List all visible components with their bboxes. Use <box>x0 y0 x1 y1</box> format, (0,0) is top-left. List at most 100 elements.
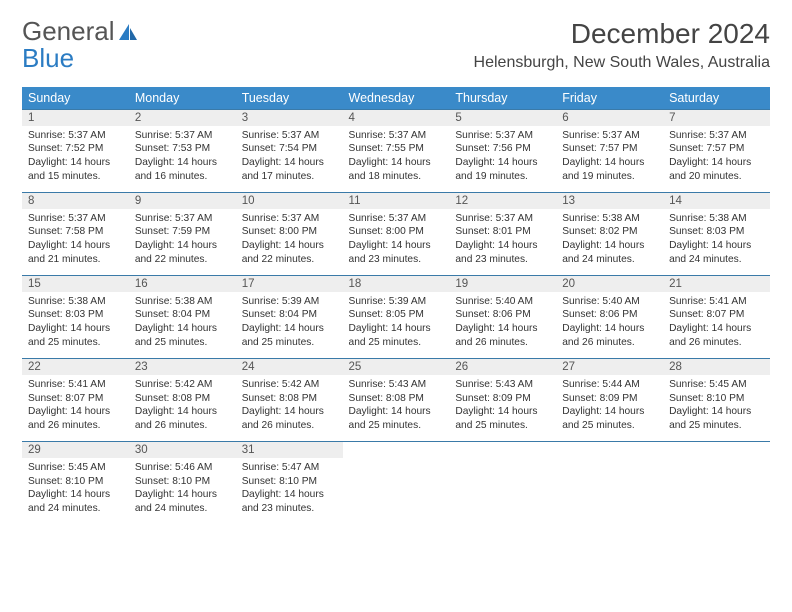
week-row: 29Sunrise: 5:45 AMSunset: 8:10 PMDayligh… <box>22 441 770 524</box>
day-body: Sunrise: 5:37 AMSunset: 8:00 PMDaylight:… <box>236 209 343 275</box>
week-row: 8Sunrise: 5:37 AMSunset: 7:58 PMDaylight… <box>22 192 770 275</box>
day-body: Sunrise: 5:44 AMSunset: 8:09 PMDaylight:… <box>556 375 663 441</box>
day-body: Sunrise: 5:37 AMSunset: 7:55 PMDaylight:… <box>343 126 450 192</box>
day-cell: 8Sunrise: 5:37 AMSunset: 7:58 PMDaylight… <box>22 192 129 275</box>
day-number: 3 <box>236 110 343 126</box>
day-cell: 9Sunrise: 5:37 AMSunset: 7:59 PMDaylight… <box>129 192 236 275</box>
day-number: 1 <box>22 110 129 126</box>
day-body: Sunrise: 5:39 AMSunset: 8:05 PMDaylight:… <box>343 292 450 358</box>
day-cell <box>556 441 663 524</box>
day-cell <box>449 441 556 524</box>
day-number: 18 <box>343 276 450 292</box>
day-number: 23 <box>129 359 236 375</box>
day-cell: 14Sunrise: 5:38 AMSunset: 8:03 PMDayligh… <box>663 192 770 275</box>
day-cell: 13Sunrise: 5:38 AMSunset: 8:02 PMDayligh… <box>556 192 663 275</box>
day-body: Sunrise: 5:40 AMSunset: 8:06 PMDaylight:… <box>449 292 556 358</box>
day-cell: 20Sunrise: 5:40 AMSunset: 8:06 PMDayligh… <box>556 275 663 358</box>
day-number: 11 <box>343 193 450 209</box>
day-body: Sunrise: 5:42 AMSunset: 8:08 PMDaylight:… <box>236 375 343 441</box>
day-number: 19 <box>449 276 556 292</box>
day-cell: 2Sunrise: 5:37 AMSunset: 7:53 PMDaylight… <box>129 109 236 192</box>
day-number: 29 <box>22 442 129 458</box>
day-body: Sunrise: 5:37 AMSunset: 7:54 PMDaylight:… <box>236 126 343 192</box>
day-body: Sunrise: 5:40 AMSunset: 8:06 PMDaylight:… <box>556 292 663 358</box>
week-row: 15Sunrise: 5:38 AMSunset: 8:03 PMDayligh… <box>22 275 770 358</box>
day-cell <box>663 441 770 524</box>
day-header: Thursday <box>449 87 556 110</box>
day-number: 30 <box>129 442 236 458</box>
day-number: 25 <box>343 359 450 375</box>
day-number: 12 <box>449 193 556 209</box>
logo: General Blue <box>22 18 139 73</box>
day-body: Sunrise: 5:37 AMSunset: 7:58 PMDaylight:… <box>22 209 129 275</box>
day-body: Sunrise: 5:41 AMSunset: 8:07 PMDaylight:… <box>22 375 129 441</box>
day-cell: 16Sunrise: 5:38 AMSunset: 8:04 PMDayligh… <box>129 275 236 358</box>
day-number: 16 <box>129 276 236 292</box>
day-cell: 7Sunrise: 5:37 AMSunset: 7:57 PMDaylight… <box>663 109 770 192</box>
day-cell: 6Sunrise: 5:37 AMSunset: 7:57 PMDaylight… <box>556 109 663 192</box>
day-body: Sunrise: 5:42 AMSunset: 8:08 PMDaylight:… <box>129 375 236 441</box>
day-cell: 17Sunrise: 5:39 AMSunset: 8:04 PMDayligh… <box>236 275 343 358</box>
day-cell: 15Sunrise: 5:38 AMSunset: 8:03 PMDayligh… <box>22 275 129 358</box>
day-number: 6 <box>556 110 663 126</box>
day-body: Sunrise: 5:38 AMSunset: 8:03 PMDaylight:… <box>663 209 770 275</box>
day-body: Sunrise: 5:41 AMSunset: 8:07 PMDaylight:… <box>663 292 770 358</box>
day-cell: 22Sunrise: 5:41 AMSunset: 8:07 PMDayligh… <box>22 358 129 441</box>
sail-icon <box>117 22 139 49</box>
day-body: Sunrise: 5:37 AMSunset: 7:59 PMDaylight:… <box>129 209 236 275</box>
day-header: Wednesday <box>343 87 450 110</box>
day-cell: 1Sunrise: 5:37 AMSunset: 7:52 PMDaylight… <box>22 109 129 192</box>
title-block: December 2024 Helensburgh, New South Wal… <box>474 18 770 72</box>
day-body: Sunrise: 5:37 AMSunset: 7:56 PMDaylight:… <box>449 126 556 192</box>
day-header: Friday <box>556 87 663 110</box>
day-cell: 12Sunrise: 5:37 AMSunset: 8:01 PMDayligh… <box>449 192 556 275</box>
day-body: Sunrise: 5:38 AMSunset: 8:04 PMDaylight:… <box>129 292 236 358</box>
day-cell: 28Sunrise: 5:45 AMSunset: 8:10 PMDayligh… <box>663 358 770 441</box>
day-cell: 18Sunrise: 5:39 AMSunset: 8:05 PMDayligh… <box>343 275 450 358</box>
day-number: 14 <box>663 193 770 209</box>
day-header: Monday <box>129 87 236 110</box>
day-body: Sunrise: 5:47 AMSunset: 8:10 PMDaylight:… <box>236 458 343 524</box>
day-header-row: Sunday Monday Tuesday Wednesday Thursday… <box>22 87 770 110</box>
day-body: Sunrise: 5:37 AMSunset: 7:57 PMDaylight:… <box>663 126 770 192</box>
day-number: 22 <box>22 359 129 375</box>
day-cell: 11Sunrise: 5:37 AMSunset: 8:00 PMDayligh… <box>343 192 450 275</box>
day-cell <box>343 441 450 524</box>
day-number: 17 <box>236 276 343 292</box>
day-cell: 27Sunrise: 5:44 AMSunset: 8:09 PMDayligh… <box>556 358 663 441</box>
logo-line1: General <box>22 18 115 45</box>
week-row: 1Sunrise: 5:37 AMSunset: 7:52 PMDaylight… <box>22 109 770 192</box>
day-body: Sunrise: 5:46 AMSunset: 8:10 PMDaylight:… <box>129 458 236 524</box>
day-number: 20 <box>556 276 663 292</box>
day-body: Sunrise: 5:45 AMSunset: 8:10 PMDaylight:… <box>663 375 770 441</box>
day-body: Sunrise: 5:43 AMSunset: 8:09 PMDaylight:… <box>449 375 556 441</box>
week-row: 22Sunrise: 5:41 AMSunset: 8:07 PMDayligh… <box>22 358 770 441</box>
day-body: Sunrise: 5:43 AMSunset: 8:08 PMDaylight:… <box>343 375 450 441</box>
day-cell: 25Sunrise: 5:43 AMSunset: 8:08 PMDayligh… <box>343 358 450 441</box>
day-body: Sunrise: 5:38 AMSunset: 8:02 PMDaylight:… <box>556 209 663 275</box>
month-title: December 2024 <box>474 18 770 50</box>
calendar-table: Sunday Monday Tuesday Wednesday Thursday… <box>22 87 770 524</box>
logo-line2: Blue <box>22 45 115 72</box>
day-number: 28 <box>663 359 770 375</box>
day-body: Sunrise: 5:37 AMSunset: 7:57 PMDaylight:… <box>556 126 663 192</box>
day-number: 21 <box>663 276 770 292</box>
day-body: Sunrise: 5:38 AMSunset: 8:03 PMDaylight:… <box>22 292 129 358</box>
day-cell: 23Sunrise: 5:42 AMSunset: 8:08 PMDayligh… <box>129 358 236 441</box>
day-number: 26 <box>449 359 556 375</box>
day-cell: 24Sunrise: 5:42 AMSunset: 8:08 PMDayligh… <box>236 358 343 441</box>
day-body: Sunrise: 5:39 AMSunset: 8:04 PMDaylight:… <box>236 292 343 358</box>
day-number: 27 <box>556 359 663 375</box>
day-number: 5 <box>449 110 556 126</box>
day-cell: 29Sunrise: 5:45 AMSunset: 8:10 PMDayligh… <box>22 441 129 524</box>
day-number: 9 <box>129 193 236 209</box>
day-cell: 30Sunrise: 5:46 AMSunset: 8:10 PMDayligh… <box>129 441 236 524</box>
day-body: Sunrise: 5:45 AMSunset: 8:10 PMDaylight:… <box>22 458 129 524</box>
day-number: 10 <box>236 193 343 209</box>
day-number: 13 <box>556 193 663 209</box>
day-number: 2 <box>129 110 236 126</box>
day-number: 15 <box>22 276 129 292</box>
day-cell: 10Sunrise: 5:37 AMSunset: 8:00 PMDayligh… <box>236 192 343 275</box>
day-number: 24 <box>236 359 343 375</box>
day-cell: 4Sunrise: 5:37 AMSunset: 7:55 PMDaylight… <box>343 109 450 192</box>
